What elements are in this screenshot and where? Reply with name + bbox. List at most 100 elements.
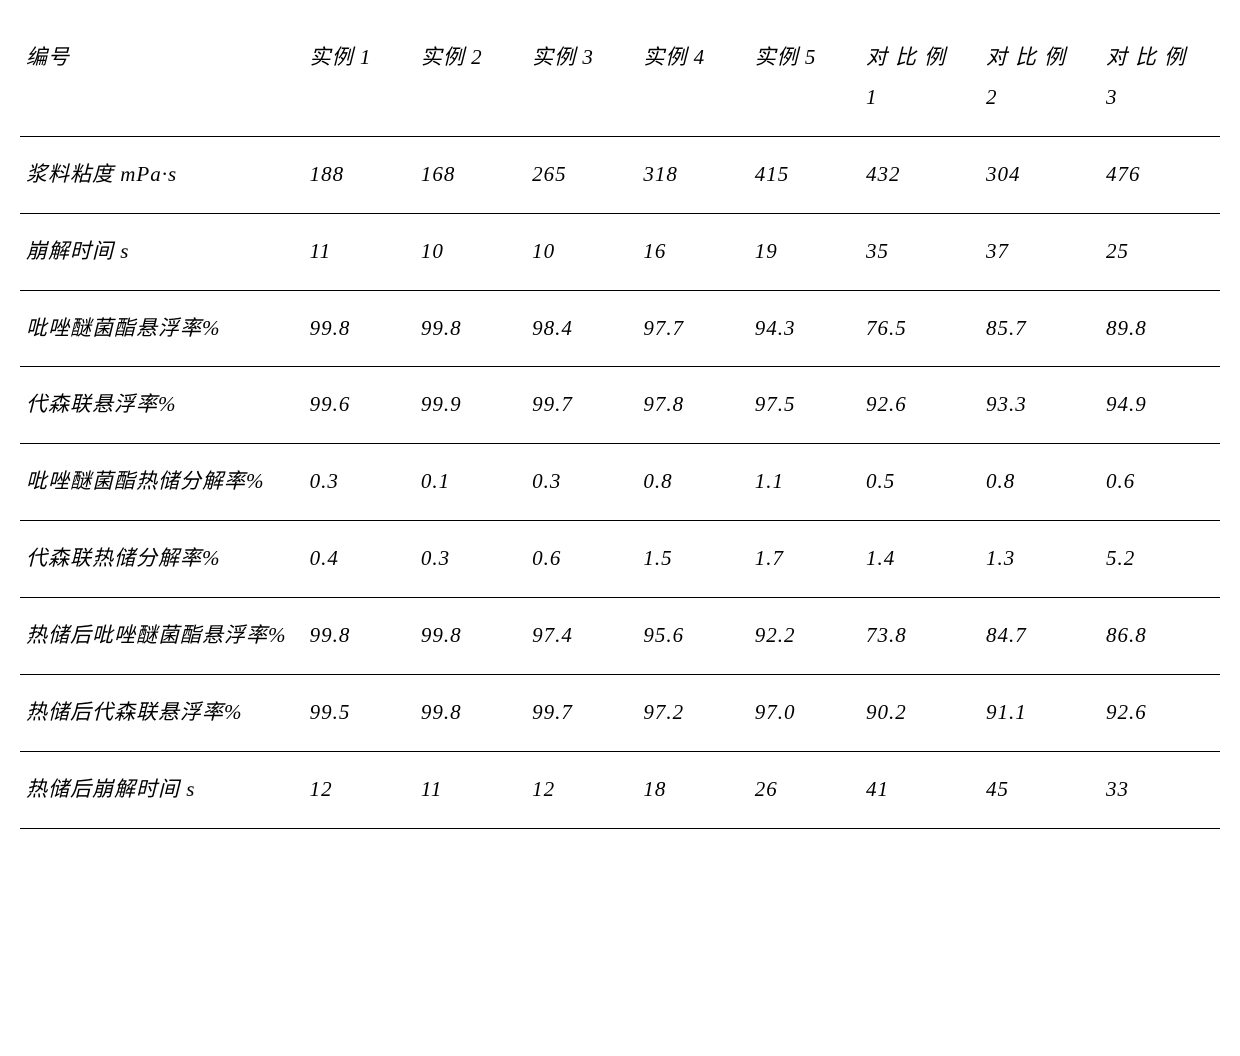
data-cell: 93.3 bbox=[980, 367, 1100, 444]
column-header-text: 实例 5 bbox=[755, 45, 817, 69]
data-cell: 265 bbox=[526, 136, 637, 213]
table-row: 热储后崩解时间 s1211121826414533 bbox=[20, 751, 1220, 828]
data-cell: 94.3 bbox=[749, 290, 860, 367]
data-cell: 35 bbox=[860, 213, 980, 290]
data-cell: 19 bbox=[749, 213, 860, 290]
data-cell: 89.8 bbox=[1100, 290, 1220, 367]
column-header-subtext: 3 bbox=[1106, 78, 1214, 118]
data-cell: 99.8 bbox=[415, 675, 526, 752]
data-cell: 97.8 bbox=[637, 367, 748, 444]
data-cell: 10 bbox=[526, 213, 637, 290]
column-header: 实例 3 bbox=[526, 20, 637, 136]
row-label: 吡唑醚菌酯热储分解率% bbox=[20, 444, 304, 521]
data-cell: 99.8 bbox=[415, 598, 526, 675]
data-cell: 5.2 bbox=[1100, 521, 1220, 598]
data-cell: 188 bbox=[304, 136, 415, 213]
data-cell: 97.5 bbox=[749, 367, 860, 444]
data-cell: 99.6 bbox=[304, 367, 415, 444]
data-cell: 92.6 bbox=[860, 367, 980, 444]
column-header: 实例 5 bbox=[749, 20, 860, 136]
table-row: 代森联热储分解率%0.40.30.61.51.71.41.35.2 bbox=[20, 521, 1220, 598]
data-cell: 318 bbox=[637, 136, 748, 213]
data-cell: 99.8 bbox=[304, 598, 415, 675]
table-row: 吡唑醚菌酯悬浮率%99.899.898.497.794.376.585.789.… bbox=[20, 290, 1220, 367]
column-header-label: 编号 bbox=[20, 20, 304, 136]
data-cell: 95.6 bbox=[637, 598, 748, 675]
column-header: 对比例3 bbox=[1100, 20, 1220, 136]
column-header-subtext: 1 bbox=[866, 78, 974, 118]
row-label: 浆料粘度 mPa·s bbox=[20, 136, 304, 213]
data-cell: 86.8 bbox=[1100, 598, 1220, 675]
data-cell: 0.6 bbox=[526, 521, 637, 598]
table-row: 崩解时间 s1110101619353725 bbox=[20, 213, 1220, 290]
data-cell: 99.5 bbox=[304, 675, 415, 752]
data-cell: 99.9 bbox=[415, 367, 526, 444]
data-cell: 10 bbox=[415, 213, 526, 290]
data-cell: 0.5 bbox=[860, 444, 980, 521]
data-cell: 0.8 bbox=[637, 444, 748, 521]
row-label: 崩解时间 s bbox=[20, 213, 304, 290]
data-cell: 432 bbox=[860, 136, 980, 213]
column-header: 实例 4 bbox=[637, 20, 748, 136]
data-cell: 84.7 bbox=[980, 598, 1100, 675]
data-cell: 1.5 bbox=[637, 521, 748, 598]
data-cell: 1.1 bbox=[749, 444, 860, 521]
data-cell: 73.8 bbox=[860, 598, 980, 675]
row-label: 热储后代森联悬浮率% bbox=[20, 675, 304, 752]
table-row: 浆料粘度 mPa·s188168265318415432304476 bbox=[20, 136, 1220, 213]
data-cell: 97.4 bbox=[526, 598, 637, 675]
data-cell: 415 bbox=[749, 136, 860, 213]
data-cell: 1.7 bbox=[749, 521, 860, 598]
data-cell: 11 bbox=[304, 213, 415, 290]
column-header-text: 实例 4 bbox=[643, 45, 705, 69]
data-cell: 0.3 bbox=[304, 444, 415, 521]
column-header: 实例 1 bbox=[304, 20, 415, 136]
data-cell: 25 bbox=[1100, 213, 1220, 290]
column-header-text: 实例 3 bbox=[532, 45, 594, 69]
row-label: 吡唑醚菌酯悬浮率% bbox=[20, 290, 304, 367]
data-cell: 85.7 bbox=[980, 290, 1100, 367]
data-cell: 168 bbox=[415, 136, 526, 213]
data-cell: 90.2 bbox=[860, 675, 980, 752]
data-cell: 26 bbox=[749, 751, 860, 828]
data-cell: 304 bbox=[980, 136, 1100, 213]
column-header-subtext: 2 bbox=[986, 78, 1094, 118]
data-cell: 94.9 bbox=[1100, 367, 1220, 444]
column-header-text: 对比例 bbox=[866, 45, 953, 69]
data-cell: 0.8 bbox=[980, 444, 1100, 521]
data-cell: 97.7 bbox=[637, 290, 748, 367]
data-cell: 16 bbox=[637, 213, 748, 290]
table-header-row: 编号实例 1实例 2实例 3实例 4实例 5对比例1对比例2对比例3 bbox=[20, 20, 1220, 136]
data-cell: 41 bbox=[860, 751, 980, 828]
data-cell: 0.1 bbox=[415, 444, 526, 521]
data-table: 编号实例 1实例 2实例 3实例 4实例 5对比例1对比例2对比例3 浆料粘度 … bbox=[20, 20, 1220, 829]
data-cell: 92.2 bbox=[749, 598, 860, 675]
column-header-text: 对比例 bbox=[986, 45, 1073, 69]
data-cell: 18 bbox=[637, 751, 748, 828]
table-row: 热储后代森联悬浮率%99.599.899.797.297.090.291.192… bbox=[20, 675, 1220, 752]
table-row: 热储后吡唑醚菌酯悬浮率%99.899.897.495.692.273.884.7… bbox=[20, 598, 1220, 675]
data-cell: 98.4 bbox=[526, 290, 637, 367]
data-cell: 92.6 bbox=[1100, 675, 1220, 752]
data-cell: 99.8 bbox=[415, 290, 526, 367]
data-cell: 76.5 bbox=[860, 290, 980, 367]
data-cell: 0.6 bbox=[1100, 444, 1220, 521]
data-cell: 476 bbox=[1100, 136, 1220, 213]
data-cell: 99.7 bbox=[526, 675, 637, 752]
data-cell: 97.0 bbox=[749, 675, 860, 752]
table-row: 吡唑醚菌酯热储分解率%0.30.10.30.81.10.50.80.6 bbox=[20, 444, 1220, 521]
column-header: 对比例 2 bbox=[980, 20, 1100, 136]
data-cell: 1.3 bbox=[980, 521, 1100, 598]
table-row: 代森联悬浮率%99.699.999.797.897.592.693.394.9 bbox=[20, 367, 1220, 444]
column-header-text: 编号 bbox=[26, 45, 70, 69]
data-cell: 97.2 bbox=[637, 675, 748, 752]
data-cell: 99.7 bbox=[526, 367, 637, 444]
column-header-text: 实例 1 bbox=[310, 45, 372, 69]
data-cell: 37 bbox=[980, 213, 1100, 290]
data-cell: 1.4 bbox=[860, 521, 980, 598]
row-label: 热储后吡唑醚菌酯悬浮率% bbox=[20, 598, 304, 675]
data-cell: 45 bbox=[980, 751, 1100, 828]
data-cell: 12 bbox=[304, 751, 415, 828]
row-label: 热储后崩解时间 s bbox=[20, 751, 304, 828]
data-cell: 99.8 bbox=[304, 290, 415, 367]
